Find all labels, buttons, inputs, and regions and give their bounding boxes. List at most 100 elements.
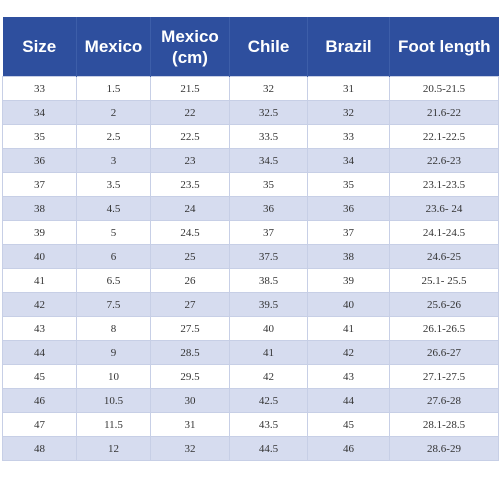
cell-size: 41 [2, 268, 77, 293]
table-header: Size Mexico Mexico (cm) Chile Brazil Foo… [2, 17, 499, 77]
cell-brazil: 38 [307, 244, 390, 269]
header-foot-length: Foot length [389, 17, 499, 77]
cell-chile: 32 [229, 76, 308, 101]
cell-mexico-cm: 29.5 [150, 364, 230, 389]
cell-brazil: 34 [307, 148, 390, 173]
table-row: 34 2 22 32.5 32 21.6-22 [2, 100, 499, 125]
cell-mexico: 12 [76, 436, 151, 461]
cell-brazil: 41 [307, 316, 390, 341]
cell-foot-length: 20.5-21.5 [389, 76, 499, 101]
cell-brazil: 31 [307, 76, 390, 101]
cell-mexico: 3.5 [76, 172, 151, 197]
cell-mexico: 4.5 [76, 196, 151, 221]
table-row: 41 6.5 26 38.5 39 25.1- 25.5 [2, 268, 499, 293]
cell-chile: 38.5 [229, 268, 308, 293]
cell-size: 35 [2, 124, 77, 149]
cell-size: 40 [2, 244, 77, 269]
cell-chile: 35 [229, 172, 308, 197]
cell-brazil: 35 [307, 172, 390, 197]
cell-chile: 39.5 [229, 292, 308, 317]
cell-size: 44 [2, 340, 77, 365]
cell-size: 33 [2, 76, 77, 101]
cell-mexico-cm: 23 [150, 148, 230, 173]
cell-mexico-cm: 27 [150, 292, 230, 317]
cell-mexico-cm: 21.5 [150, 76, 230, 101]
cell-brazil: 45 [307, 412, 390, 437]
table-row: 33 1.5 21.5 32 31 20.5-21.5 [2, 76, 499, 101]
cell-brazil: 43 [307, 364, 390, 389]
cell-brazil: 46 [307, 436, 390, 461]
table-row: 35 2.5 22.5 33.5 33 22.1-22.5 [2, 124, 499, 149]
cell-size: 45 [2, 364, 77, 389]
size-table: Size Mexico Mexico (cm) Chile Brazil Foo… [2, 17, 499, 461]
cell-size: 48 [2, 436, 77, 461]
cell-size: 36 [2, 148, 77, 173]
header-brazil: Brazil [307, 17, 390, 77]
table-row: 36 3 23 34.5 34 22.6-23 [2, 148, 499, 173]
cell-foot-length: 24.1-24.5 [389, 220, 499, 245]
header-row: Size Mexico Mexico (cm) Chile Brazil Foo… [2, 17, 499, 77]
cell-mexico: 6.5 [76, 268, 151, 293]
cell-foot-length: 21.6-22 [389, 100, 499, 125]
table-row: 43 8 27.5 40 41 26.1-26.5 [2, 316, 499, 341]
cell-mexico-cm: 26 [150, 268, 230, 293]
header-chile: Chile [229, 17, 308, 77]
cell-foot-length: 26.6-27 [389, 340, 499, 365]
table-row: 40 6 25 37.5 38 24.6-25 [2, 244, 499, 269]
cell-chile: 42.5 [229, 388, 308, 413]
cell-mexico-cm: 25 [150, 244, 230, 269]
table-row: 47 11.5 31 43.5 45 28.1-28.5 [2, 412, 499, 437]
cell-brazil: 33 [307, 124, 390, 149]
cell-brazil: 39 [307, 268, 390, 293]
cell-mexico-cm: 27.5 [150, 316, 230, 341]
cell-mexico-cm: 24 [150, 196, 230, 221]
table-row: 44 9 28.5 41 42 26.6-27 [2, 340, 499, 365]
cell-mexico-cm: 28.5 [150, 340, 230, 365]
cell-brazil: 42 [307, 340, 390, 365]
cell-mexico-cm: 22.5 [150, 124, 230, 149]
table-body: 33 1.5 21.5 32 31 20.5-21.5 34 2 22 32.5 32 21.6-22… [2, 76, 499, 461]
header-size: Size [2, 17, 77, 77]
cell-foot-length: 24.6-25 [389, 244, 499, 269]
cell-size: 38 [2, 196, 77, 221]
table-row: 45 10 29.5 42 43 27.1-27.5 [2, 364, 499, 389]
cell-chile: 36 [229, 196, 308, 221]
cell-foot-length: 27.1-27.5 [389, 364, 499, 389]
cell-mexico: 8 [76, 316, 151, 341]
cell-mexico-cm: 32 [150, 436, 230, 461]
cell-mexico: 11.5 [76, 412, 151, 437]
cell-mexico-cm: 22 [150, 100, 230, 125]
cell-chile: 37.5 [229, 244, 308, 269]
cell-chile: 41 [229, 340, 308, 365]
cell-size: 47 [2, 412, 77, 437]
cell-brazil: 37 [307, 220, 390, 245]
cell-chile: 42 [229, 364, 308, 389]
table-row: 38 4.5 24 36 36 23.6- 24 [2, 196, 499, 221]
cell-mexico-cm: 31 [150, 412, 230, 437]
cell-foot-length: 23.1-23.5 [389, 172, 499, 197]
cell-mexico-cm: 24.5 [150, 220, 230, 245]
cell-mexico: 2 [76, 100, 151, 125]
cell-size: 42 [2, 292, 77, 317]
cell-foot-length: 22.6-23 [389, 148, 499, 173]
cell-mexico-cm: 23.5 [150, 172, 230, 197]
cell-brazil: 40 [307, 292, 390, 317]
cell-chile: 34.5 [229, 148, 308, 173]
table-row: 42 7.5 27 39.5 40 25.6-26 [2, 292, 499, 317]
cell-chile: 32.5 [229, 100, 308, 125]
cell-size: 43 [2, 316, 77, 341]
cell-size: 34 [2, 100, 77, 125]
cell-foot-length: 28.6-29 [389, 436, 499, 461]
cell-foot-length: 26.1-26.5 [389, 316, 499, 341]
cell-mexico: 10.5 [76, 388, 151, 413]
cell-chile: 44.5 [229, 436, 308, 461]
table-row: 37 3.5 23.5 35 35 23.1-23.5 [2, 172, 499, 197]
cell-mexico: 1.5 [76, 76, 151, 101]
table-row: 48 12 32 44.5 46 28.6-29 [2, 436, 499, 461]
cell-brazil: 36 [307, 196, 390, 221]
table-row: 46 10.5 30 42.5 44 27.6-28 [2, 388, 499, 413]
cell-mexico-cm: 30 [150, 388, 230, 413]
cell-size: 39 [2, 220, 77, 245]
cell-mexico: 10 [76, 364, 151, 389]
cell-size: 46 [2, 388, 77, 413]
